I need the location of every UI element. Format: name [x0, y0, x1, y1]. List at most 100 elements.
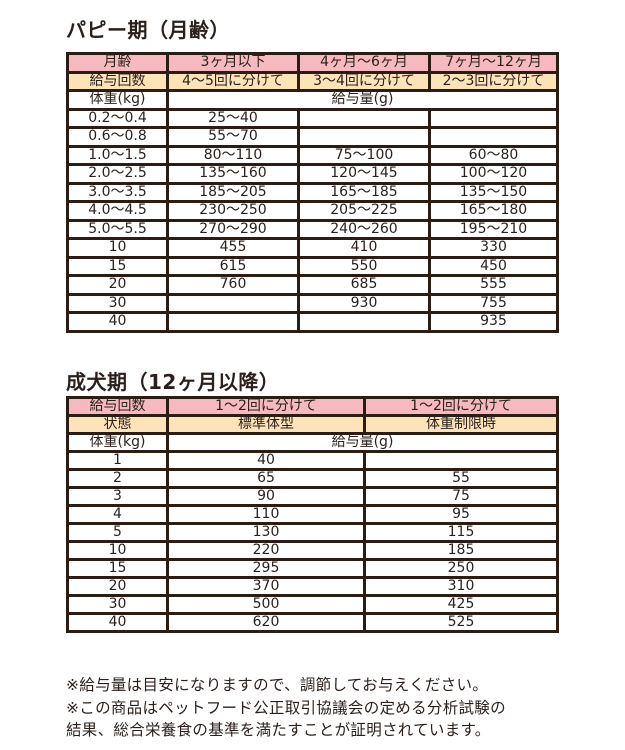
amount-cell: 135〜160 — [166, 163, 300, 185]
table-row: 2.0〜2.5 135〜160 120〜145 100〜120 — [66, 163, 559, 185]
header-cell: 標準体型 — [166, 414, 366, 435]
amount-cell — [297, 126, 431, 148]
table-row: 30 930 755 — [66, 292, 559, 314]
weight-cell: 2 — [66, 468, 169, 489]
amount-cell: 65 — [166, 468, 366, 489]
amount-label: 給与量(g) — [166, 89, 559, 111]
puppy-title: パピー期（月齢） — [66, 18, 230, 42]
table-row: 2 65 55 — [66, 468, 559, 489]
amount-cell: 110 — [166, 504, 366, 525]
puppy-feeding-table: 月齢 3ヶ月以下 4ヶ月〜6ヶ月 7ヶ月〜12ヶ月 給与回数 4〜5回に分けて 3〜4回に分… — [66, 52, 559, 333]
table-row: 40 935 — [66, 311, 559, 333]
header-cell: 2〜3回に分けて — [428, 70, 559, 92]
amount-cell: 185 — [363, 540, 559, 561]
header-cell: 4〜5回に分けて — [166, 70, 300, 92]
table-row: 3 90 75 — [66, 486, 559, 507]
header-cell: 体重制限時 — [363, 414, 559, 435]
amount-cell: 240〜260 — [297, 218, 431, 240]
amount-cell: 40 — [166, 450, 366, 471]
note-3: 結果、総合栄養食の基準を満たすことが証明されています。 — [66, 721, 491, 739]
amount-cell: 220 — [166, 540, 366, 561]
amount-cell: 270〜290 — [166, 218, 300, 240]
adult-title: 成犬期（12ヶ月以降） — [66, 370, 280, 394]
weight-cell: 1.0〜1.5 — [66, 144, 169, 166]
amount-cell: 25〜40 — [166, 107, 300, 129]
weight-cell: 10 — [66, 237, 169, 259]
amount-cell: 935 — [428, 311, 559, 333]
amount-cell: 75〜100 — [297, 144, 431, 166]
weight-cell: 0.2〜0.4 — [66, 107, 169, 129]
weight-cell: 20 — [66, 274, 169, 296]
amount-cell: 230〜250 — [166, 200, 300, 222]
weight-cell: 5.0〜5.5 — [66, 218, 169, 240]
amount-cell: 330 — [428, 237, 559, 259]
weight-label: 体重(kg) — [66, 432, 169, 453]
amount-cell: 75 — [363, 486, 559, 507]
table-row: 1 40 — [66, 450, 559, 471]
header-cell: 1〜2回に分けて — [166, 396, 366, 417]
table-row: 15 295 250 — [66, 558, 559, 579]
weight-cell: 10 — [66, 540, 169, 561]
amount-cell: 80〜110 — [166, 144, 300, 166]
table-row: 5.0〜5.5 270〜290 240〜260 195〜210 — [66, 218, 559, 240]
note-2: ※この商品はペットフード公正取引協議会の定める分析試験の — [66, 699, 506, 717]
table-row: 3.0〜3.5 185〜205 165〜185 135〜150 — [66, 181, 559, 203]
label-row: 体重(kg) 給与量(g) — [66, 432, 559, 453]
table-row: 40 620 525 — [66, 612, 559, 633]
table-row: 5 130 115 — [66, 522, 559, 543]
amount-cell: 60〜80 — [428, 144, 559, 166]
weight-cell: 40 — [66, 311, 169, 333]
header-cell: 状態 — [66, 414, 169, 435]
amount-cell — [363, 450, 559, 471]
header-cell: 7ヶ月〜12ヶ月 — [428, 52, 559, 74]
amount-cell: 55〜70 — [166, 126, 300, 148]
weight-cell: 2.0〜2.5 — [66, 163, 169, 185]
header-row: 月齢 3ヶ月以下 4ヶ月〜6ヶ月 7ヶ月〜12ヶ月 — [66, 52, 559, 74]
header-cell: 3ヶ月以下 — [166, 52, 300, 74]
weight-cell: 3.0〜3.5 — [66, 181, 169, 203]
amount-cell: 165〜185 — [297, 181, 431, 203]
weight-cell: 3 — [66, 486, 169, 507]
amount-cell: 185〜205 — [166, 181, 300, 203]
amount-cell: 555 — [428, 274, 559, 296]
amount-cell: 550 — [297, 255, 431, 277]
weight-cell: 30 — [66, 292, 169, 314]
header-row: 給与回数 1〜2回に分けて 1〜2回に分けて — [66, 396, 559, 417]
adult-feeding-table: 給与回数 1〜2回に分けて 1〜2回に分けて 状態 標準体型 体重制限時 体重(kg) 給与量… — [66, 396, 559, 633]
weight-cell: 0.6〜0.8 — [66, 126, 169, 148]
note-1: ※給与量は目安になりますので、調節してお与えください。 — [66, 676, 489, 694]
amount-cell: 500 — [166, 594, 366, 615]
amount-cell: 525 — [363, 612, 559, 633]
amount-cell: 620 — [166, 612, 366, 633]
table-row: 10 455 410 330 — [66, 237, 559, 259]
amount-cell: 755 — [428, 292, 559, 314]
amount-cell: 410 — [297, 237, 431, 259]
table-row: 1.0〜1.5 80〜110 75〜100 60〜80 — [66, 144, 559, 166]
amount-cell: 455 — [166, 237, 300, 259]
table-row: 30 500 425 — [66, 594, 559, 615]
header-cell: 1〜2回に分けて — [363, 396, 559, 417]
amount-cell: 295 — [166, 558, 366, 579]
weight-cell: 20 — [66, 576, 169, 597]
header-cell: 給与回数 — [66, 70, 169, 92]
weight-cell: 5 — [66, 522, 169, 543]
amount-cell: 425 — [363, 594, 559, 615]
table-row: 15 615 550 450 — [66, 255, 559, 277]
table-row: 4.0〜4.5 230〜250 205〜225 165〜180 — [66, 200, 559, 222]
weight-cell: 15 — [66, 255, 169, 277]
amount-cell — [428, 126, 559, 148]
header-cell: 月齢 — [66, 52, 169, 74]
amount-cell: 250 — [363, 558, 559, 579]
amount-label: 給与量(g) — [166, 432, 559, 453]
table-row: 4 110 95 — [66, 504, 559, 525]
weight-cell: 15 — [66, 558, 169, 579]
weight-cell: 40 — [66, 612, 169, 633]
weight-cell: 1 — [66, 450, 169, 471]
amount-cell: 55 — [363, 468, 559, 489]
amount-cell: 115 — [363, 522, 559, 543]
amount-cell — [297, 107, 431, 129]
table-row: 20 370 310 — [66, 576, 559, 597]
amount-cell: 130 — [166, 522, 366, 543]
amount-cell — [166, 311, 300, 333]
weight-label: 体重(kg) — [66, 89, 169, 111]
